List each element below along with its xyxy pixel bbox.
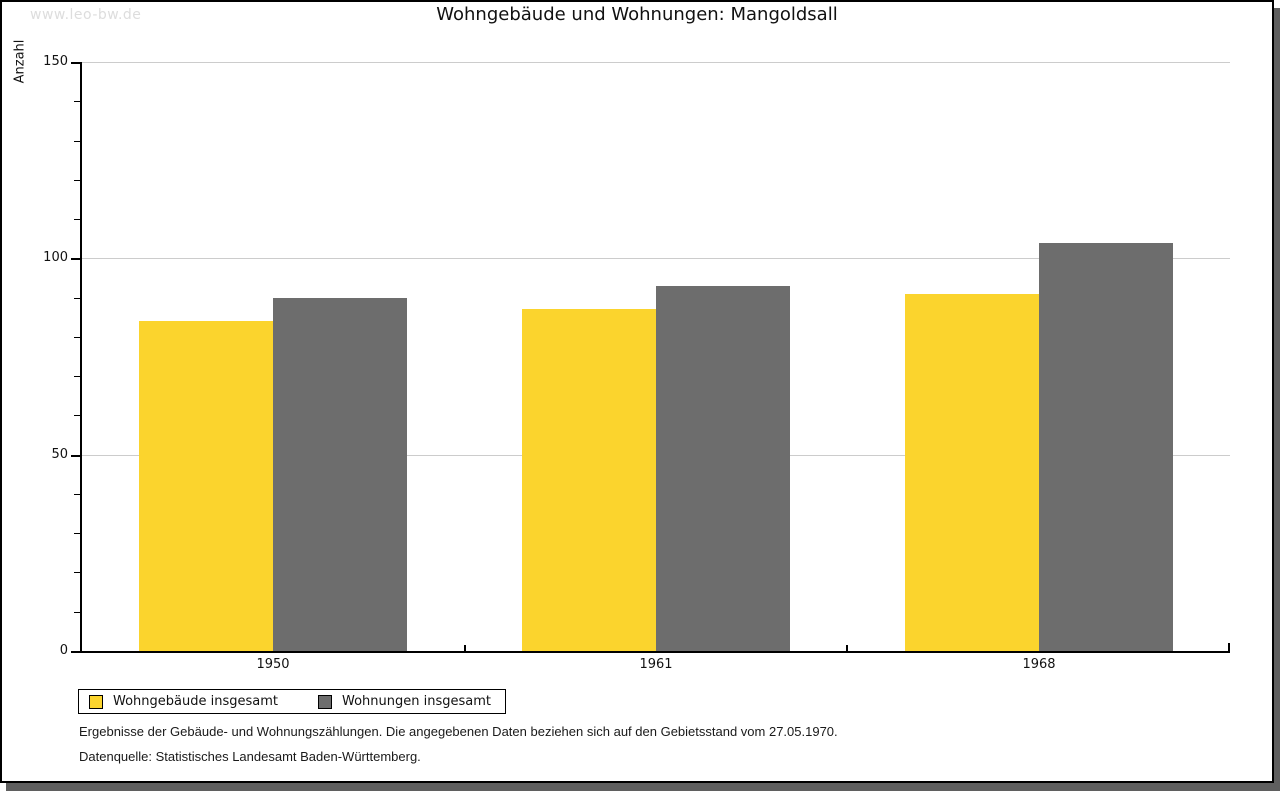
y-major-tick-150 [71,62,80,64]
y-major-tick-50 [71,455,80,457]
x-axis-line [80,651,1230,653]
x-category-label-1961: 1961 [639,657,673,672]
y-minor-tick-120 [74,180,80,181]
bar-1950-series-1 [273,298,407,651]
legend-label-wohngebaeude: Wohngebäude insgesamt [113,694,278,709]
legend-swatch-wohnungen [318,694,332,709]
y-major-tick-0 [71,651,80,653]
legend-swatch-wohngebaeude [89,694,103,709]
x-separator-tick-2 [846,645,848,651]
x-axis-end-tick [1228,643,1230,651]
y-minor-tick-60 [74,415,80,416]
footnote-data-source: Datenquelle: Statistisches Landesamt Bad… [79,749,421,764]
y-tick-label-0: 0 [59,643,68,658]
plot-area: 1950 1961 1968 0 50 100 150 [2,2,1272,781]
bar-1968-series-0 [905,294,1039,651]
y-minor-tick-30 [74,533,80,534]
y-tick-label-150: 150 [43,54,68,69]
gridline-y-150 [82,62,1230,63]
y-minor-tick-110 [74,219,80,220]
y-tick-label-100: 100 [43,250,68,265]
bar-1961-series-1 [656,286,790,651]
watermark-url: www.leo-bw.de [30,7,142,23]
chart-title: Wohngebäude und Wohnungen: Mangoldsall [436,4,838,25]
legend-label-wohnungen: Wohnungen insgesamt [342,694,491,709]
y-minor-tick-80 [74,337,80,338]
y-minor-tick-10 [74,612,80,613]
y-minor-tick-40 [74,494,80,495]
bar-1950-series-0 [139,321,273,651]
footnote-census-note: Ergebnisse der Gebäude- und Wohnungszähl… [79,724,838,739]
legend-item-wohngebaeude: Wohngebäude insgesamt [89,694,278,709]
y-minor-tick-70 [74,376,80,377]
y-minor-tick-140 [74,101,80,102]
y-minor-tick-20 [74,572,80,573]
legend-item-wohnungen: Wohnungen insgesamt [318,694,491,709]
x-category-label-1950: 1950 [256,657,290,672]
bar-1968-series-1 [1039,243,1173,651]
y-minor-tick-90 [74,298,80,299]
legend: Wohngebäude insgesamt Wohnungen insgesam… [78,689,506,714]
y-tick-label-50: 50 [51,447,68,462]
y-axis-line [80,62,82,653]
x-category-label-1968: 1968 [1022,657,1056,672]
x-separator-tick-1 [464,645,466,651]
gridline-y-100 [82,258,1230,259]
y-minor-tick-130 [74,141,80,142]
bar-1961-series-0 [522,309,656,651]
y-major-tick-100 [71,258,80,260]
